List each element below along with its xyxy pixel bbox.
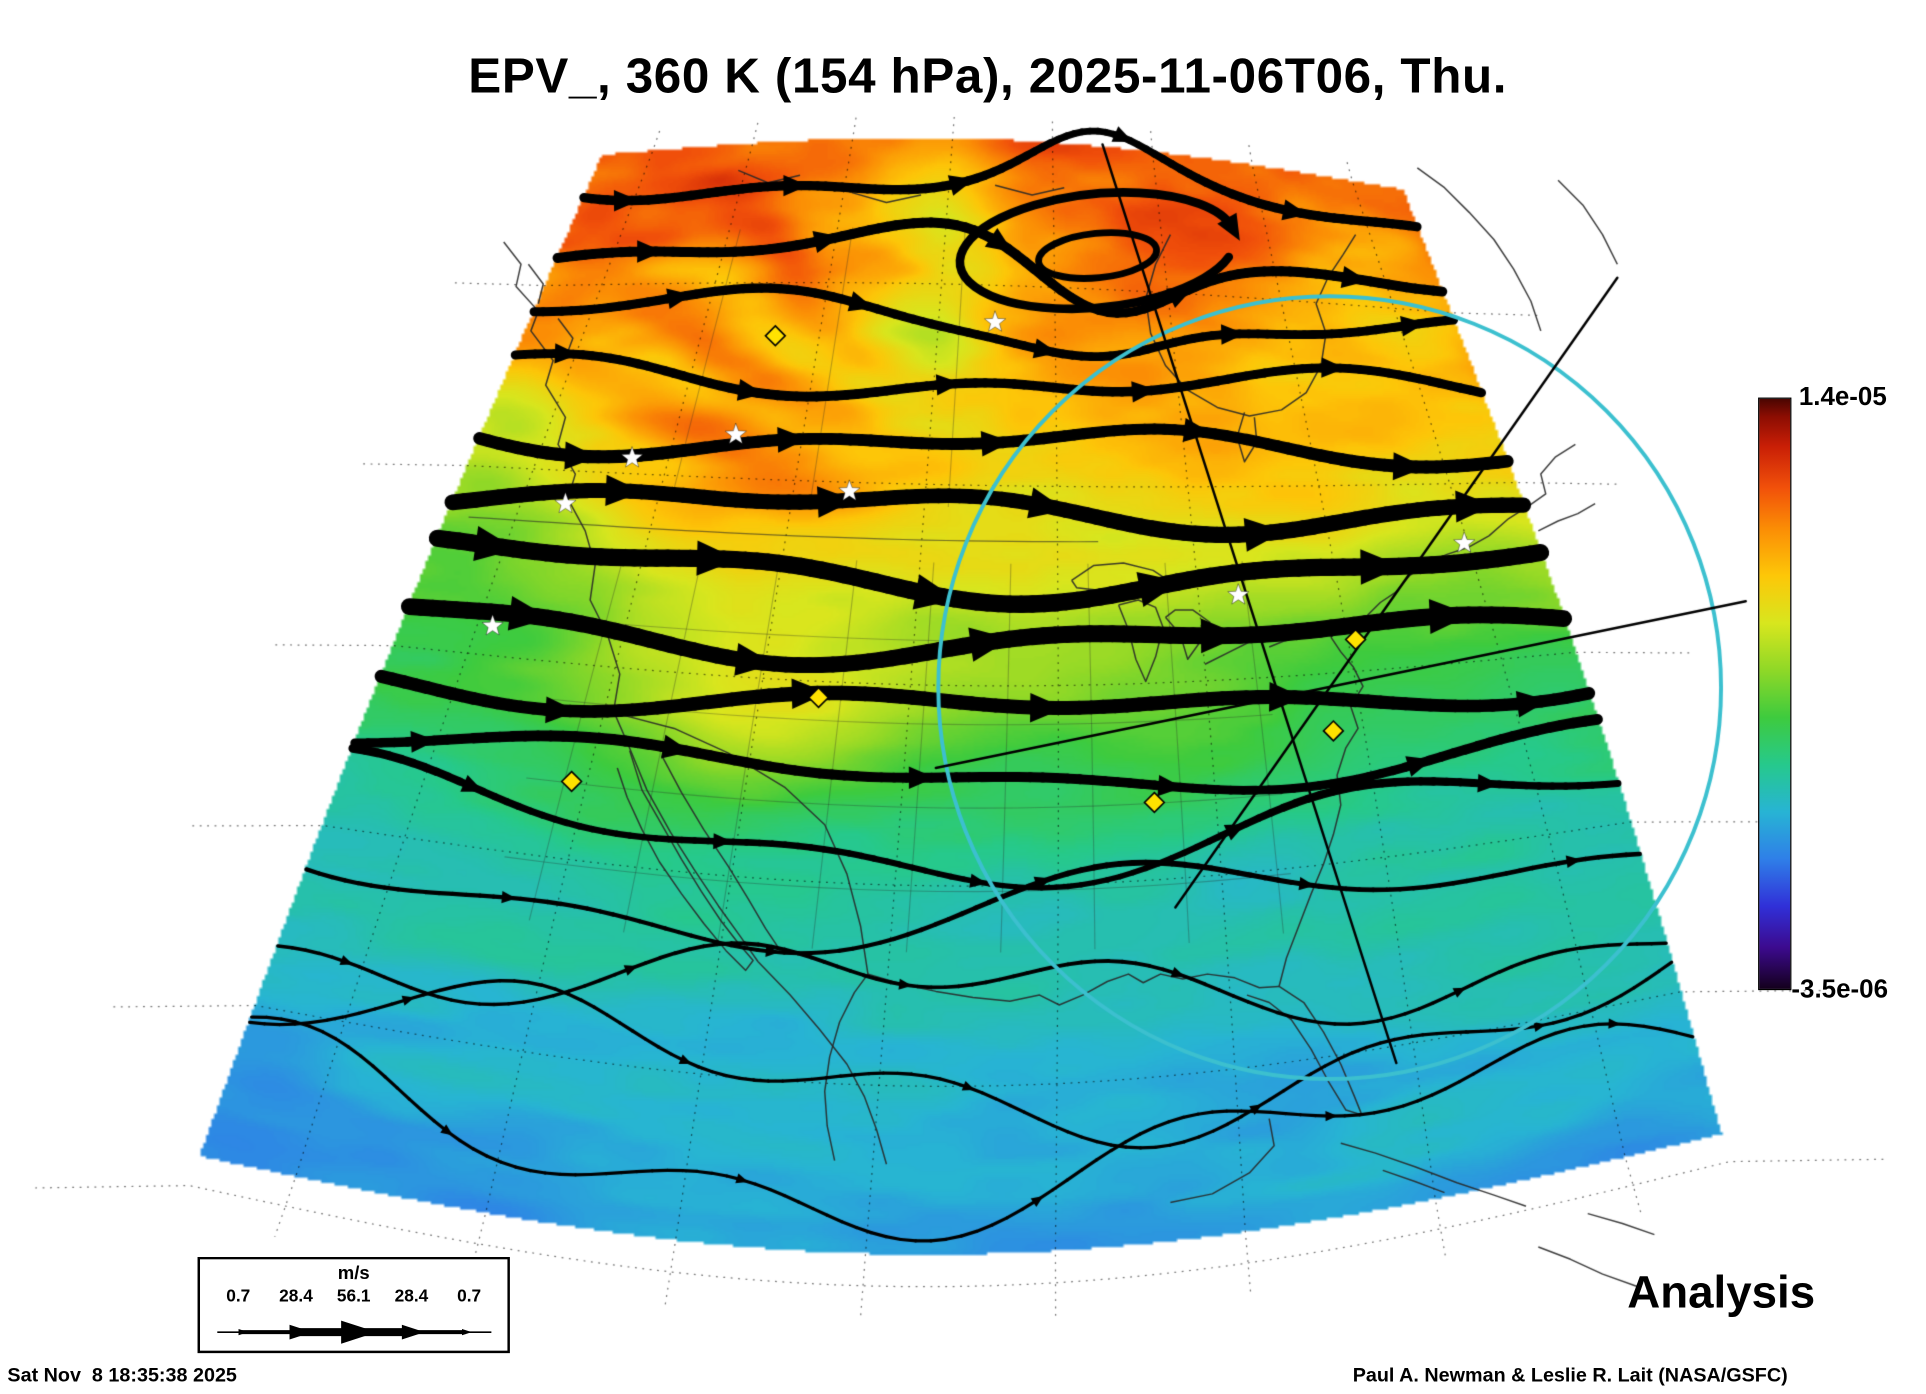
- wind-legend-value: 56.1: [336, 1285, 371, 1305]
- wind-legend-arrows: [217, 1320, 492, 1344]
- wind-legend-units: m/s: [337, 1263, 370, 1284]
- creation-timestamp: Sat Nov 8 18:35:38 2025: [7, 1365, 237, 1387]
- colorbar-max-label: 1.4e-05: [1798, 382, 1887, 412]
- wind-legend-value: 0.7: [457, 1285, 482, 1305]
- wind-legend-values: 0.7 28.4 56.1 28.4 0.7: [200, 1285, 507, 1305]
- colorbar: 1.4e-05 -3.5e-06: [1758, 370, 1926, 1012]
- wind-speed-legend: m/s 0.7 28.4 56.1 28.4 0.7: [197, 1256, 510, 1354]
- credit-line: Paul A. Newman & Leslie R. Lait (NASA/GS…: [1352, 1365, 1788, 1387]
- colorbar-min-label: -3.5e-06: [1791, 975, 1888, 1004]
- analysis-label: Analysis: [1627, 1266, 1816, 1318]
- wind-legend-value: 28.4: [279, 1285, 313, 1305]
- colorbar-gradient: [1758, 397, 1792, 991]
- wind-legend-value: 28.4: [394, 1285, 429, 1305]
- wind-legend-value: 0.7: [226, 1285, 251, 1305]
